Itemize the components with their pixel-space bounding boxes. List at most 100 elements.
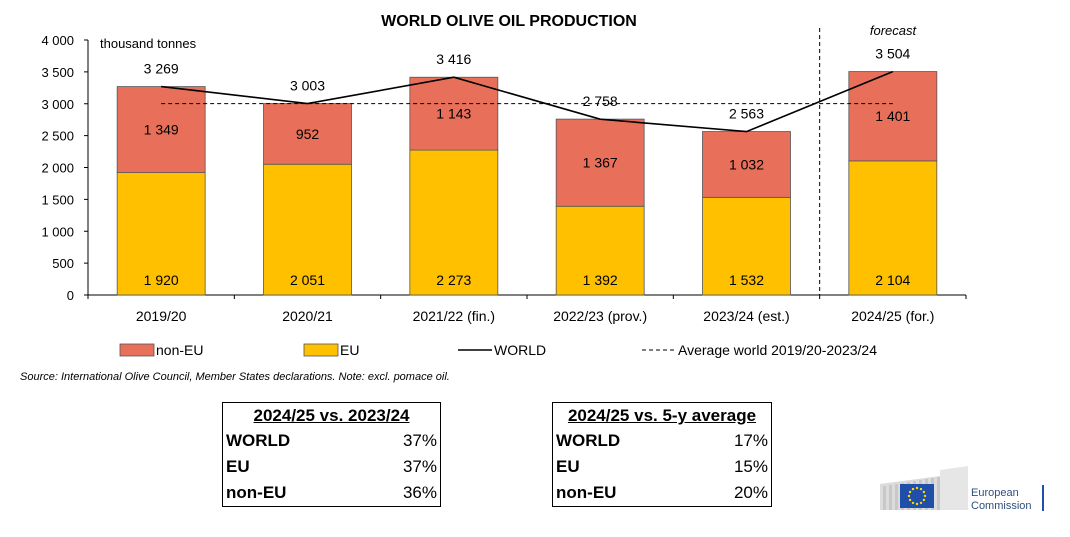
y-tick-label: 3 000 xyxy=(41,97,74,112)
chart-title: WORLD OLIVE OIL PRODUCTION xyxy=(381,13,637,30)
source-note: Source: International Olive Council, Mem… xyxy=(20,371,450,383)
forecast-annotation: forecast xyxy=(870,23,918,38)
y-tick-label: 1 000 xyxy=(41,224,74,239)
logo-line2: Commission xyxy=(971,500,1032,512)
data-label-non-eu: 952 xyxy=(296,126,320,142)
bar-group: 1 920 1 349 2 051 952 2 273 1 143 1 392 1 367 1 … xyxy=(116,71,938,296)
row-value: 15% xyxy=(733,457,768,476)
bar-non-eu xyxy=(263,103,352,165)
eu-star xyxy=(911,487,915,491)
data-label-non-eu: 1 032 xyxy=(729,156,764,172)
table-yoy-title: 2024/25 vs. 2023/24 xyxy=(253,406,410,425)
legend-label-non-eu: non-EU xyxy=(156,342,203,358)
logo-line1: European xyxy=(971,487,1019,499)
european-commission-logo xyxy=(880,466,968,510)
x-tick-label: 2021/22 (fin.) xyxy=(413,308,496,324)
logo-text: European Commission xyxy=(971,487,1032,513)
data-label-eu: 2 273 xyxy=(436,272,471,288)
x-tick-label: 2022/23 (prov.) xyxy=(553,308,647,324)
y-tick-label: 2 500 xyxy=(41,129,74,144)
eu-star xyxy=(922,498,926,502)
y-tick-label: 500 xyxy=(52,256,74,271)
legend-label-eu: EU xyxy=(340,342,359,358)
table-row: non-EU 20% xyxy=(553,480,772,507)
bar-eu xyxy=(555,205,645,296)
bar-eu xyxy=(848,160,938,296)
row-label: EU xyxy=(556,457,580,476)
bar-non-eu xyxy=(409,76,499,151)
table-yoy: 2024/25 vs. 2023/24 WORLD 37% EU 37% non-E… xyxy=(222,402,441,507)
table-avg-title: 2024/25 vs. 5-y average xyxy=(567,406,757,425)
data-label-non-eu: 1 367 xyxy=(583,155,618,171)
row-label: non-EU xyxy=(226,483,287,502)
x-axis-labels: 2019/20 2020/21 2021/22 (fin.) 2022/23 (pro… xyxy=(136,308,935,324)
data-label-non-eu: 1 349 xyxy=(144,122,179,138)
table-row: EU 15% xyxy=(553,454,772,480)
eu-star xyxy=(915,502,919,506)
y-tick-label: 2 000 xyxy=(41,161,74,176)
row-label: non-EU xyxy=(556,483,617,502)
y-axis: 0 500 1 000 1 500 2 000 2 500 3 000 3 500 4 000 xyxy=(41,28,967,303)
eu-star xyxy=(923,494,927,498)
eu-star xyxy=(919,501,923,505)
eu-star xyxy=(919,487,923,491)
world-line-group: 3 269 3 003 3 416 2 758 2 563 3 504 xyxy=(144,46,911,133)
eu-star xyxy=(908,490,912,494)
eu-star xyxy=(907,494,911,498)
x-tick-label: 2019/20 xyxy=(136,308,187,324)
data-label-world: 3 504 xyxy=(875,46,910,62)
eu-stars-icon xyxy=(907,486,927,506)
y-axis-label: thousand tonnes xyxy=(100,36,197,51)
table-row: EU 37% xyxy=(223,454,441,480)
bar-eu xyxy=(116,172,206,296)
table-row: WORLD 17% xyxy=(553,428,772,454)
x-tick-label: 2020/21 xyxy=(282,308,333,324)
row-label: EU xyxy=(226,457,250,476)
y-tick-label: 4 000 xyxy=(41,33,74,48)
legend-swatch-non-eu xyxy=(119,343,155,357)
y-tick-label: 0 xyxy=(67,288,74,303)
row-label: WORLD xyxy=(226,431,291,450)
data-label-world: 3 003 xyxy=(290,78,325,94)
bar-non-eu xyxy=(116,86,206,173)
table-row: non-EU 36% xyxy=(223,480,441,507)
eu-star xyxy=(908,498,912,502)
data-label-non-eu: 1 143 xyxy=(436,106,471,122)
y-tick-label: 1 500 xyxy=(41,192,74,207)
bar-eu xyxy=(409,149,499,296)
data-label-eu: 1 920 xyxy=(144,272,179,288)
row-label: WORLD xyxy=(556,431,621,450)
bar-non-eu xyxy=(702,131,791,198)
world-line xyxy=(161,70,894,133)
eu-star xyxy=(915,486,919,490)
row-value: 17% xyxy=(733,431,768,450)
row-value: 36% xyxy=(402,483,437,502)
row-value: 37% xyxy=(402,457,437,476)
data-label-world: 3 416 xyxy=(436,51,471,67)
data-label-eu: 2 051 xyxy=(290,272,325,288)
data-label-world: 2 758 xyxy=(583,93,618,109)
logo-divider xyxy=(1042,485,1044,511)
bar-eu xyxy=(702,196,791,296)
legend: non-EU EU WORLD Average world 2019/20-2023/… xyxy=(119,342,877,358)
x-tick-label: 2024/25 (for.) xyxy=(851,308,934,324)
data-label-world: 2 563 xyxy=(729,106,764,122)
bar-non-eu xyxy=(555,118,645,207)
legend-label-world: WORLD xyxy=(494,342,546,358)
data-label-eu: 1 392 xyxy=(583,272,618,288)
data-label-eu: 1 532 xyxy=(729,272,764,288)
olive-oil-chart: WORLD OLIVE OIL PRODUCTION thousand tonn… xyxy=(41,13,967,358)
y-tick-label: 3 500 xyxy=(41,65,74,80)
row-value: 20% xyxy=(733,483,768,502)
eu-star xyxy=(911,501,915,505)
legend-label-average: Average world 2019/20-2023/24 xyxy=(678,342,877,358)
row-value: 37% xyxy=(402,431,437,450)
data-label-world: 3 269 xyxy=(144,61,179,77)
bar-non-eu xyxy=(848,71,938,162)
legend-swatch-eu xyxy=(303,343,339,357)
table-row: WORLD 37% xyxy=(223,428,441,454)
x-tick-label: 2023/24 (est.) xyxy=(703,308,789,324)
data-label-eu: 2 104 xyxy=(875,272,910,288)
data-label-non-eu: 1 401 xyxy=(875,108,910,124)
eu-star xyxy=(922,490,926,494)
